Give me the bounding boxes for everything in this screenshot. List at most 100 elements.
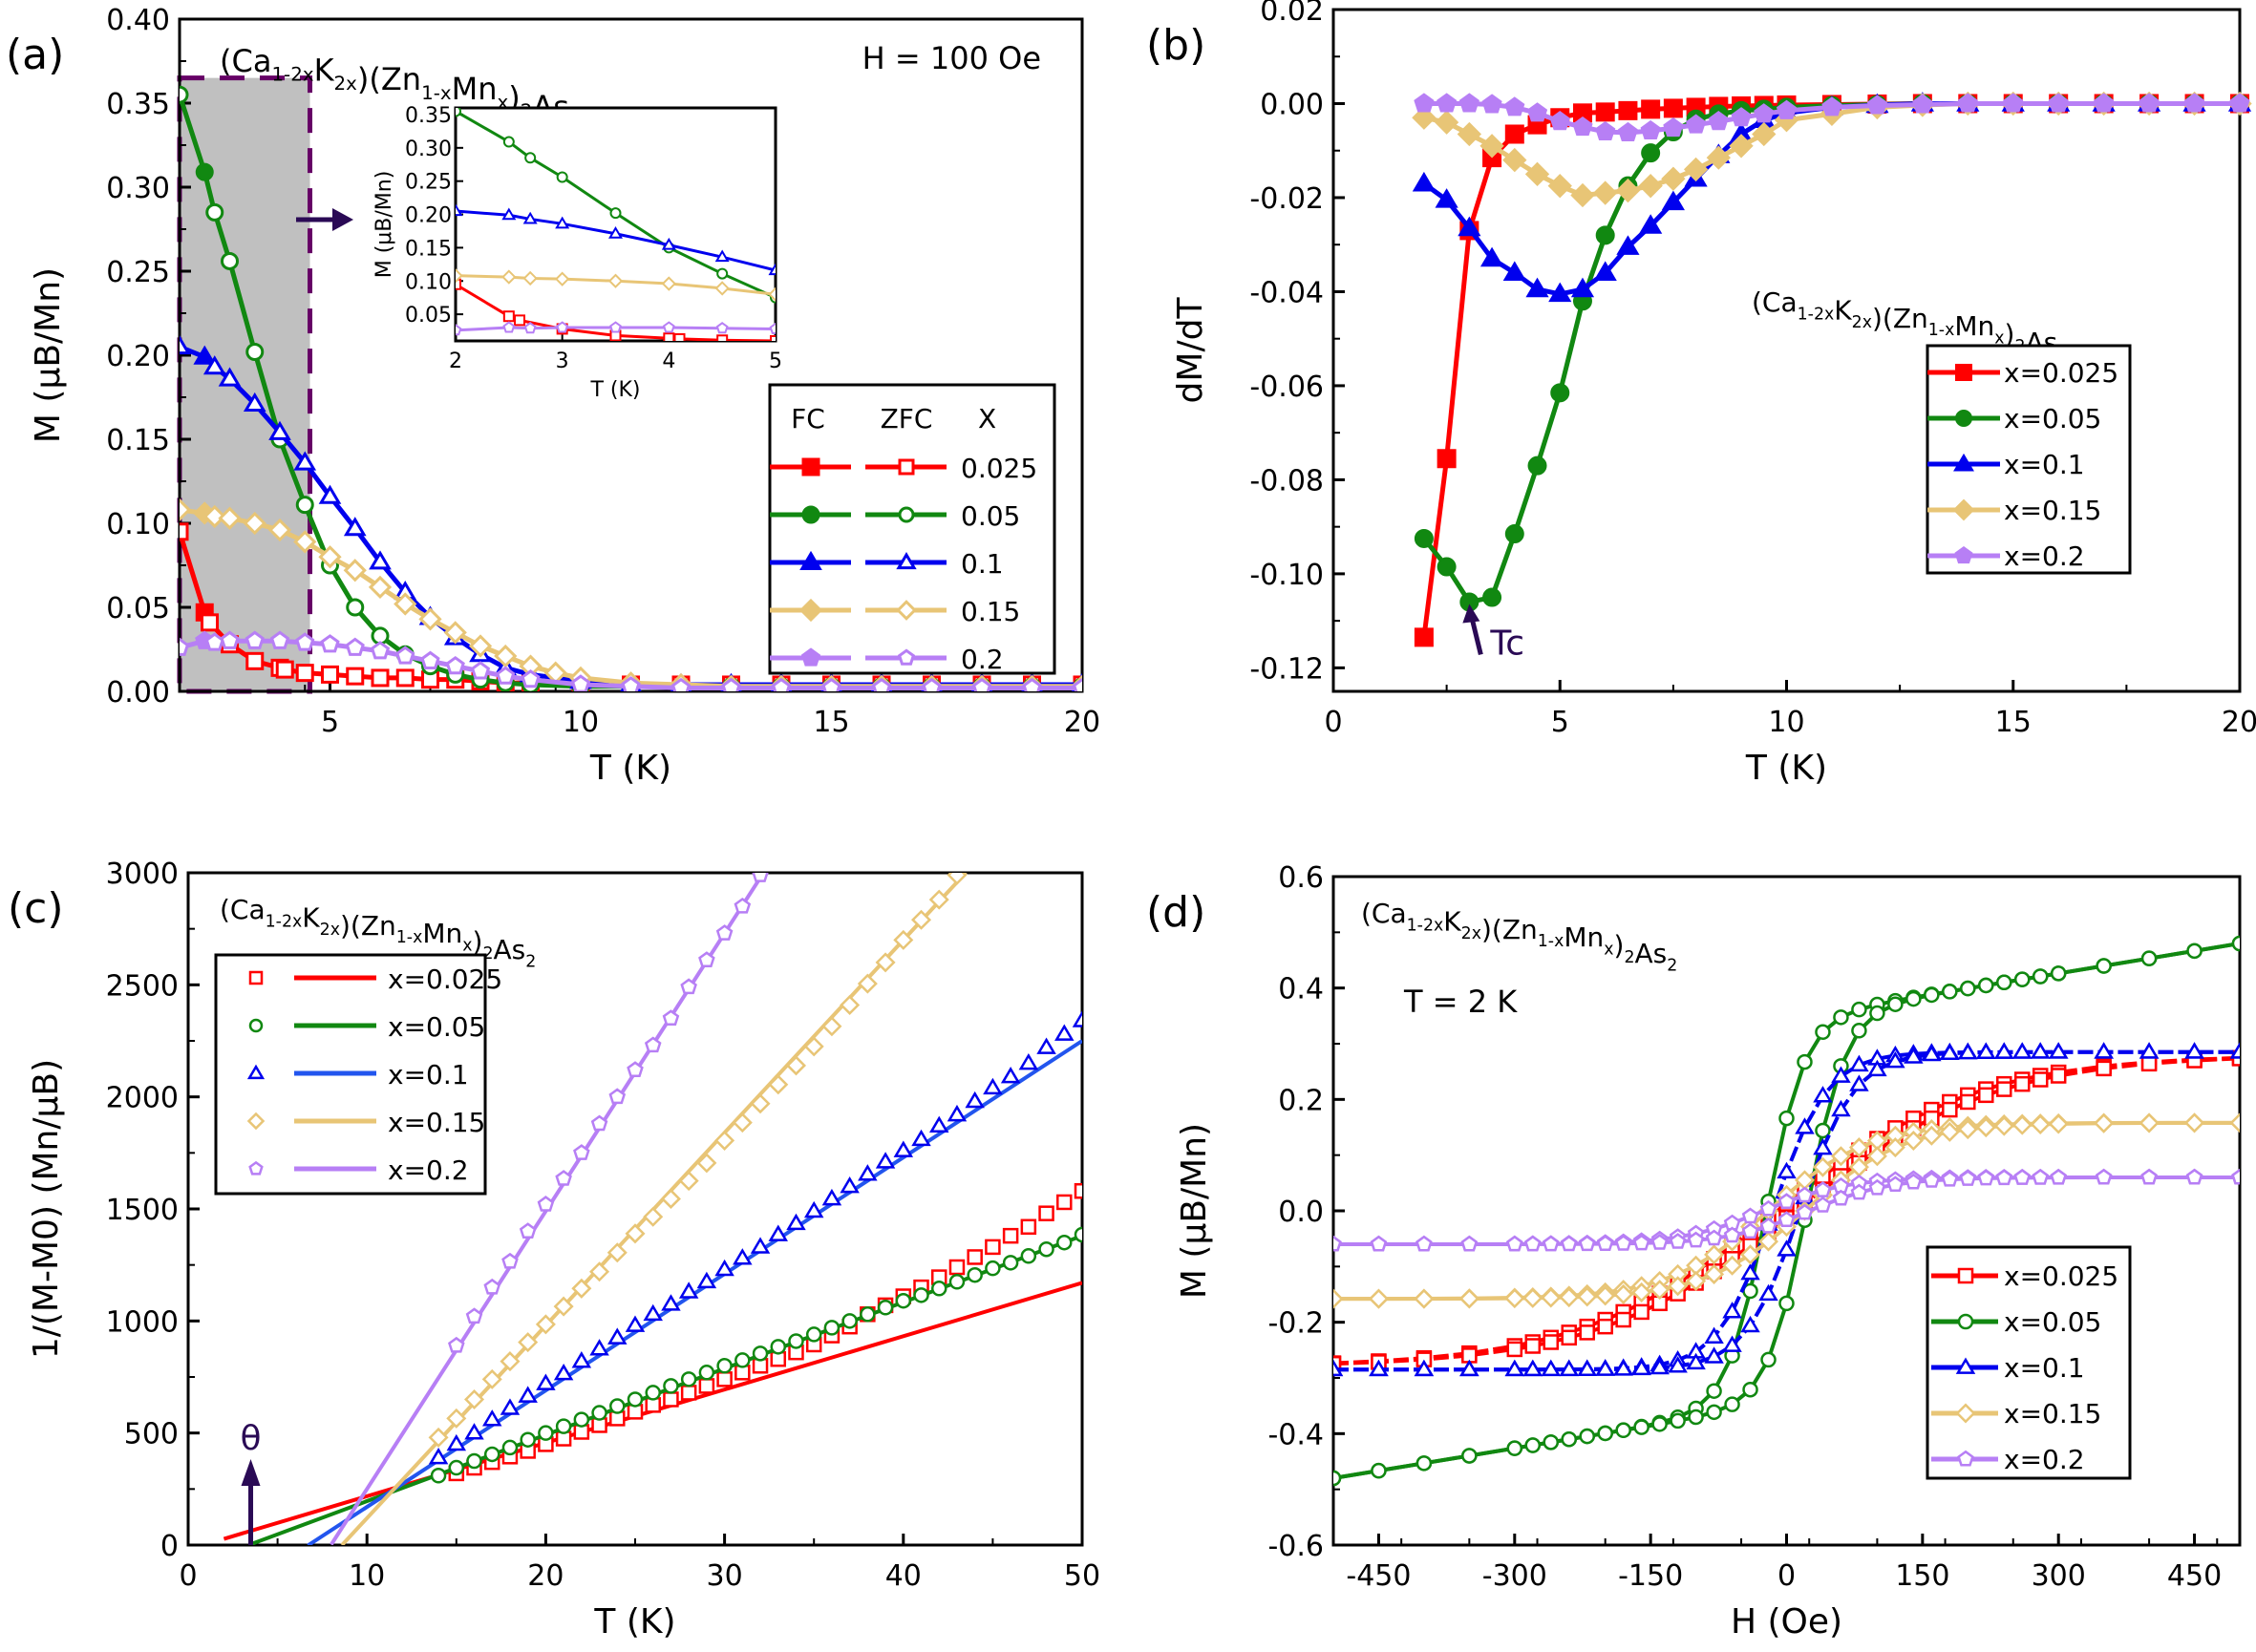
data-point: [1506, 1235, 1523, 1252]
data-point: [678, 1171, 699, 1192]
data-point: [985, 1239, 1001, 1256]
data-point: [2183, 93, 2205, 113]
data-point: [1848, 1137, 1869, 1158]
data-point: [1705, 1229, 1723, 1246]
inset-data-point: [714, 249, 730, 263]
data-point: [343, 517, 367, 537]
x-tick-label: 50: [1064, 1559, 1100, 1593]
inset-y-tick-label: 0.15: [405, 237, 452, 261]
data-point: [948, 1274, 966, 1290]
data-point: [2013, 1075, 2031, 1092]
legend-label: x=0.025: [2004, 357, 2118, 389]
inset: 2 3 4 5 0.05 0.10 0.15 0.20 0.25 0.30 0.35 T (K) M (…: [372, 104, 782, 402]
x-tick-label: 5: [1551, 706, 1569, 739]
data-point: [1615, 178, 1641, 203]
data-point: [1522, 1359, 1543, 1377]
data-point: [420, 650, 440, 669]
data-point: [1414, 528, 1434, 548]
data-point: [1706, 145, 1731, 170]
data-point: [696, 1153, 717, 1174]
x-tick-label: 10: [563, 706, 599, 739]
data-point: [591, 1405, 607, 1421]
data-point: [1414, 1359, 1435, 1377]
y-axis-label: 1/(M-M0) (Mn/μB): [27, 1059, 66, 1359]
x-tick-label: 0: [1324, 706, 1342, 739]
x-tick-label: -300: [1482, 1559, 1547, 1593]
data-point: [1687, 1231, 1705, 1248]
legend-label: x=0.15: [2004, 1398, 2101, 1430]
data-point: [448, 1459, 465, 1476]
data-point: [929, 1115, 949, 1133]
data-point: [2094, 1042, 2114, 1059]
data-point: [2032, 1168, 2050, 1185]
data-point: [948, 1259, 966, 1276]
panel-d: -450 -300 -150 0 150 300 450 -0.6 -0.4 -0.2 0.0 0.2…: [1146, 861, 2242, 1641]
data-point: [1541, 1359, 1561, 1377]
legend-label: 0.025: [961, 453, 1037, 484]
data-point: [1758, 1231, 1779, 1252]
data-point: [1597, 1318, 1613, 1335]
data-point: [470, 661, 491, 680]
data-point: [1813, 1086, 1833, 1103]
data-point: [1000, 1067, 1021, 1084]
data-point: [1885, 1050, 1905, 1069]
inset-x-tick-label: 4: [662, 349, 675, 373]
data-point: [2013, 971, 2031, 987]
data-point: [1543, 1434, 1560, 1451]
legend: x=0.025 x=0.05 x=0.1 x=0.15 x=0.2: [214, 953, 502, 1196]
data-point: [446, 1408, 467, 1429]
data-point: [1022, 677, 1042, 691]
data-point: [343, 559, 367, 582]
data-point: [1869, 1005, 1885, 1022]
inset-x-tick-label: 5: [769, 349, 782, 373]
data-point: [1561, 1329, 1577, 1346]
data-point: [1561, 1430, 1577, 1448]
data-point: [501, 1252, 519, 1269]
data-point: [1704, 1326, 1724, 1344]
data-point: [1056, 1234, 1073, 1251]
data-point: [1688, 1408, 1704, 1426]
data-point: [1641, 99, 1661, 119]
inset-series: [456, 108, 776, 341]
data-point: [1797, 1053, 1813, 1070]
data-point: [1706, 1404, 1722, 1421]
data-point: [1639, 214, 1663, 234]
data-point: [180, 522, 189, 541]
x-tick-label: 40: [885, 1559, 922, 1593]
inset-data-point: [456, 278, 461, 290]
data-point: [1649, 1357, 1670, 1375]
data-point: [268, 420, 291, 440]
data-point: [2184, 1112, 2205, 1133]
data-point: [1776, 99, 1798, 119]
y-axis-label: M (μB/Mn): [29, 267, 68, 443]
data-point: [1020, 1248, 1037, 1264]
data-point: [1638, 173, 1663, 199]
data-point: [1668, 1356, 1688, 1373]
data-point: [1002, 1255, 1019, 1271]
data-point: [538, 1425, 554, 1441]
data-point: [621, 676, 641, 691]
data-point: [1523, 1235, 1542, 1252]
data-point: [1577, 1286, 1598, 1307]
data-point: [1526, 102, 1548, 122]
inset-data-point: [662, 321, 675, 333]
data-point: [645, 1385, 661, 1401]
data-point: [1559, 1359, 1579, 1377]
inset-data-point: [768, 286, 776, 302]
inset-x-tick-label: 3: [556, 349, 569, 373]
data-point: [785, 1055, 806, 1076]
data-point: [573, 1144, 590, 1160]
data-point: [2185, 1168, 2203, 1185]
data-point: [195, 162, 214, 181]
y-tick-label: 500: [124, 1418, 179, 1451]
series-group: [1333, 935, 2240, 1487]
data-point: [608, 1088, 627, 1105]
data-point: [1435, 188, 1458, 208]
data-point: [1851, 1001, 1867, 1018]
data-point: [518, 1332, 539, 1353]
data-point: [1957, 1119, 1978, 1140]
data-point: [821, 1016, 842, 1037]
inset-data-point: [555, 271, 570, 286]
data-point: [1759, 1217, 1777, 1234]
